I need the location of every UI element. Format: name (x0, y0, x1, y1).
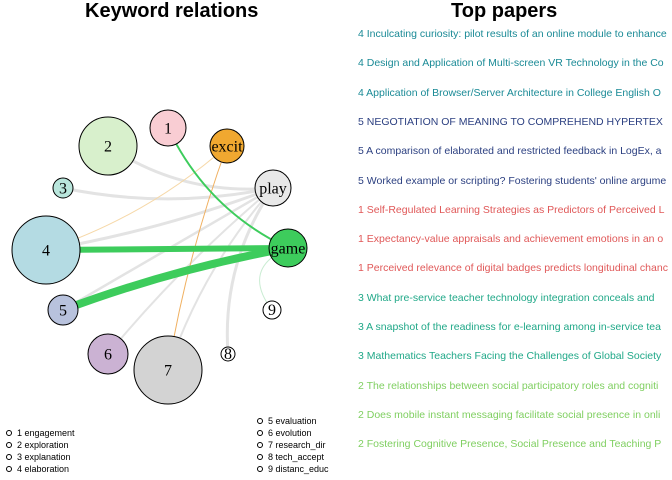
paper-item: 2 Does mobile instant messaging facilita… (358, 408, 661, 421)
node-label-n4: 4 (42, 243, 50, 260)
node-n2: 2 (78, 116, 138, 176)
paper-item: 4 Application of Browser/Server Architec… (358, 86, 661, 99)
paper-item: 3 Mathematics Teachers Facing the Challe… (358, 350, 662, 363)
node-label-nexcit: excit (211, 139, 243, 156)
node-circle-n7 (133, 335, 203, 405)
legend-left: 1 engagement 2 exploration 3 explanation 4 … (6, 428, 75, 474)
legend-marker (6, 430, 12, 436)
paper-item: 3 A snapshot of the readiness for e-lear… (358, 321, 661, 333)
node-circle-nexcit (209, 128, 245, 164)
node-circle-n3 (52, 177, 74, 199)
legend-marker (257, 418, 263, 424)
legend-label: 3 explanation (17, 452, 71, 462)
node-label-n7: 7 (164, 363, 172, 380)
node-n1: 1 (149, 109, 187, 147)
node-circle-n8 (220, 346, 236, 362)
papers-title: Top papers (451, 0, 558, 22)
node-group: 1 2 3 4 5 6 7 8 9 excit play game (11, 109, 308, 405)
node-nexcit: excit (209, 128, 245, 164)
node-n6: 6 (87, 333, 129, 375)
legend-right: 5 evaluation 6 evolution 7 research_dir 8 t… (257, 416, 329, 474)
node-n4: 4 (11, 215, 81, 285)
paper-item: 3 What pre-service teacher technology in… (358, 291, 655, 304)
paper-item: 1 Perceived relevance of digital badges … (358, 262, 668, 275)
node-circle-n6 (87, 333, 129, 375)
legend-label: 5 evaluation (268, 416, 317, 426)
top-papers-list: 4 Inculcating curiosity: pilot results o… (358, 22, 672, 480)
legend-label: 9 distanc_educ (268, 464, 329, 474)
paper-item: 2 Fostering Cognitive Presence, Social P… (358, 438, 662, 451)
node-label-n6: 6 (104, 347, 112, 364)
node-circle-n2 (78, 116, 138, 176)
node-circle-ngame (268, 228, 308, 268)
edge-n3-nplay (61, 186, 275, 201)
paper-item: 5 NEGOTIATION OF MEANING TO COMPREHEND H… (358, 115, 663, 128)
node-label-n9: 9 (268, 302, 276, 319)
legend-marker (257, 430, 263, 436)
legend-label: 1 engagement (17, 428, 75, 438)
paper-item: 1 Expectancy-value appraisals and achiev… (358, 233, 664, 246)
node-n9: 9 (262, 300, 282, 320)
node-label-n5: 5 (59, 303, 67, 320)
legend-label: 4 elaboration (17, 464, 69, 474)
node-circle-n1 (149, 109, 187, 147)
node-n8: 8 (220, 346, 236, 363)
node-n7: 7 (133, 335, 203, 405)
legend-marker (6, 454, 12, 460)
legend-marker (6, 466, 12, 472)
legend-marker (257, 454, 263, 460)
legend-marker (257, 466, 263, 472)
node-label-n8: 8 (224, 346, 232, 363)
paper-item: 5 Worked example or scripting? Fostering… (358, 174, 667, 187)
legend-marker (257, 442, 263, 448)
legend-label: 6 evolution (268, 428, 312, 438)
legend-label: 7 research_dir (268, 440, 326, 450)
legend-label: 2 exploration (17, 440, 69, 450)
paper-item: 4 Inculcating curiosity: pilot results o… (358, 28, 667, 40)
node-label-ngame: game (271, 241, 306, 258)
paper-item: 4 Design and Application of Multi-screen… (358, 57, 664, 70)
edge-group (43, 127, 292, 371)
legend-marker (6, 442, 12, 448)
node-circle-n4 (11, 215, 81, 285)
node-label-n3: 3 (59, 181, 67, 198)
node-circle-n5 (47, 294, 79, 326)
node-label-n2: 2 (104, 139, 112, 156)
paper-item: 5 A comparison of elaborated and restric… (358, 145, 662, 158)
node-n3: 3 (52, 177, 74, 199)
edge-n8-nplay (225, 186, 275, 356)
node-n5: 5 (47, 294, 79, 326)
node-nplay: play (254, 169, 292, 207)
edge-n4-ngame (43, 245, 291, 253)
node-label-nplay: play (259, 181, 287, 198)
node-circle-n9 (262, 300, 282, 320)
paper-item: 1 Self-Regulated Learning Strategies as … (358, 203, 665, 216)
network-title: Keyword relations (85, 0, 259, 22)
edge-n1-ngame (167, 127, 289, 249)
node-circle-nplay (254, 169, 292, 207)
node-ngame: game (268, 228, 308, 268)
edge-n5-ngame (59, 244, 292, 314)
legend-label: 8 tech_accept (268, 452, 325, 462)
node-label-n1: 1 (164, 121, 172, 138)
paper-item: 2 The relationships between social parti… (358, 379, 659, 392)
